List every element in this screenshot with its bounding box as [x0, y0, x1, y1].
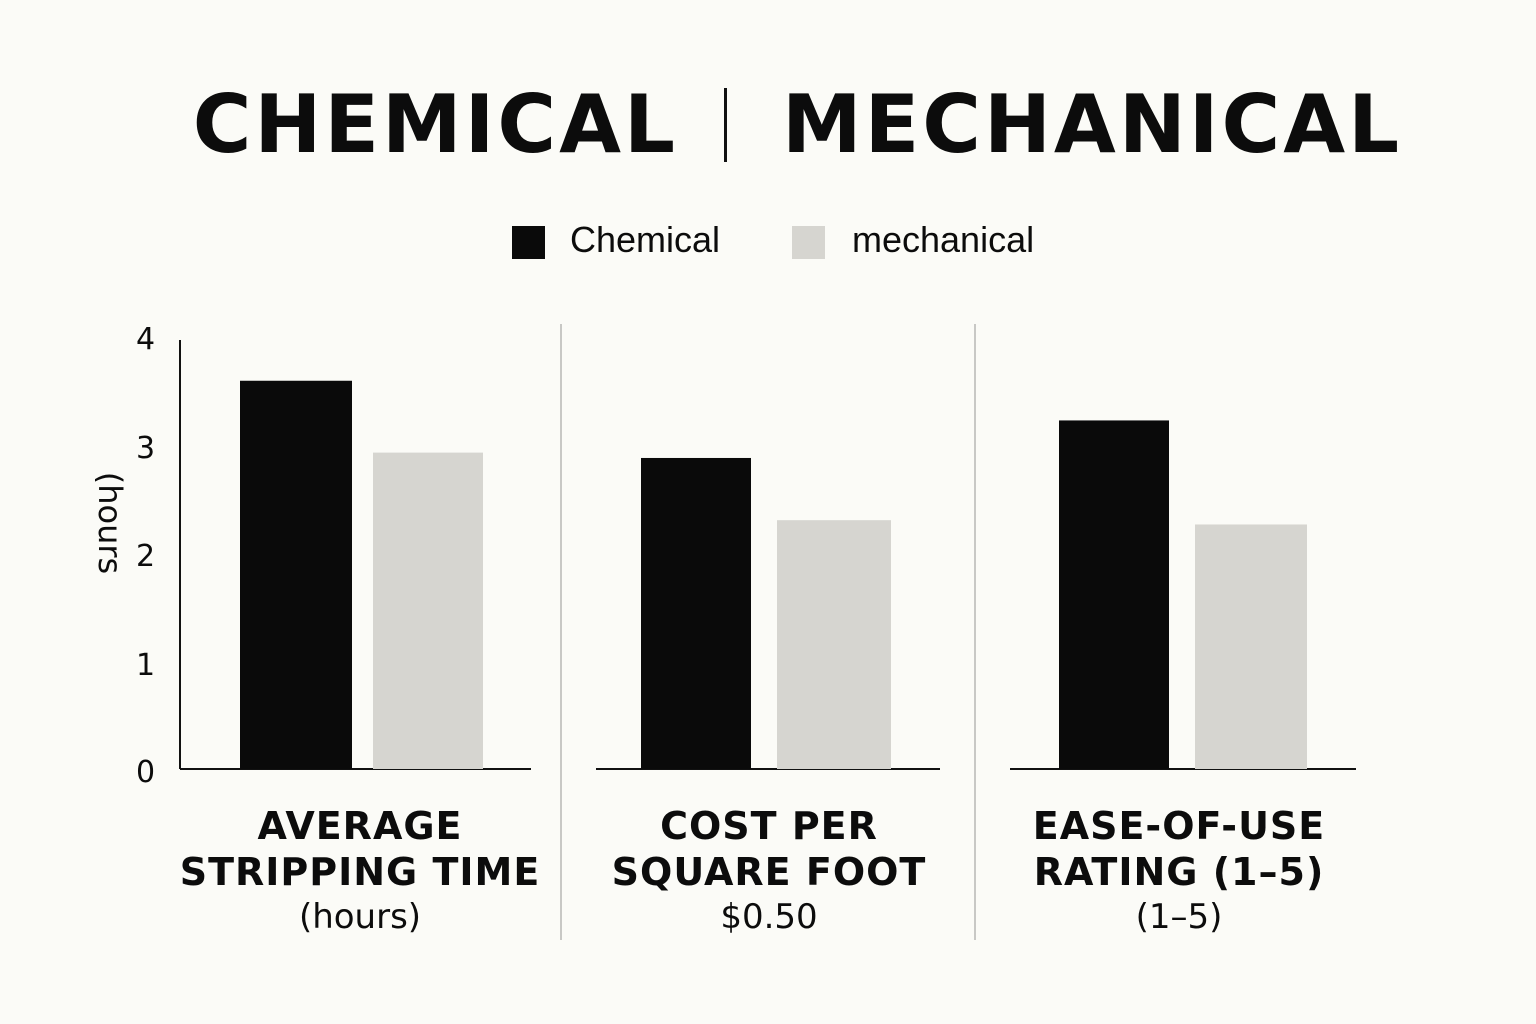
bar-chemical [1059, 420, 1169, 769]
y-tick-label: 3 [136, 431, 156, 466]
category-sublabel: $0.50 [720, 897, 818, 937]
chart-title: CHEMICAL MECHANICAL [0, 80, 1536, 170]
y-tick-label: 4 [136, 322, 156, 357]
y-tick-label: 0 [136, 755, 156, 790]
category-label-line: EASE-OF-USE [1032, 804, 1326, 848]
bar-mechanical [373, 452, 483, 769]
title-left: CHEMICAL [192, 78, 678, 171]
y-tick-label: 1 [136, 648, 156, 683]
bar-mechanical [777, 520, 891, 769]
legend-label-chemical: Chemical [570, 219, 721, 260]
category-sublabel: (hours) [298, 897, 422, 937]
category-label-line: RATING (1–5) [1033, 850, 1325, 894]
bar-chemical [240, 380, 352, 769]
category-sublabel: (1–5) [1135, 897, 1223, 937]
category-label-line: AVERAGE [257, 804, 463, 848]
bar-chemical [641, 457, 751, 769]
title-divider [724, 88, 727, 162]
category-label-line: SQUARE FOOT [611, 850, 927, 894]
legend-swatch-chemical [512, 226, 545, 259]
category-label-ease-of-use: EASE-OF-USE RATING (1–5) (1–5) [969, 803, 1389, 939]
category-label-stripping-time: AVERAGE STRIPPING TIME (hours) [150, 803, 570, 939]
category-label-cost: COST PER SQUARE FOOT $0.50 [559, 803, 979, 939]
legend-label-mechanical: mechanical [852, 219, 1035, 260]
title-right: MECHANICAL [782, 78, 1403, 171]
category-label-line: COST PER [660, 804, 878, 848]
category-label-line: STRIPPING TIME [179, 850, 541, 894]
y-tick-label: 2 [136, 539, 156, 574]
bar-mechanical [1195, 524, 1307, 769]
legend-swatch-mechanical [792, 226, 825, 259]
